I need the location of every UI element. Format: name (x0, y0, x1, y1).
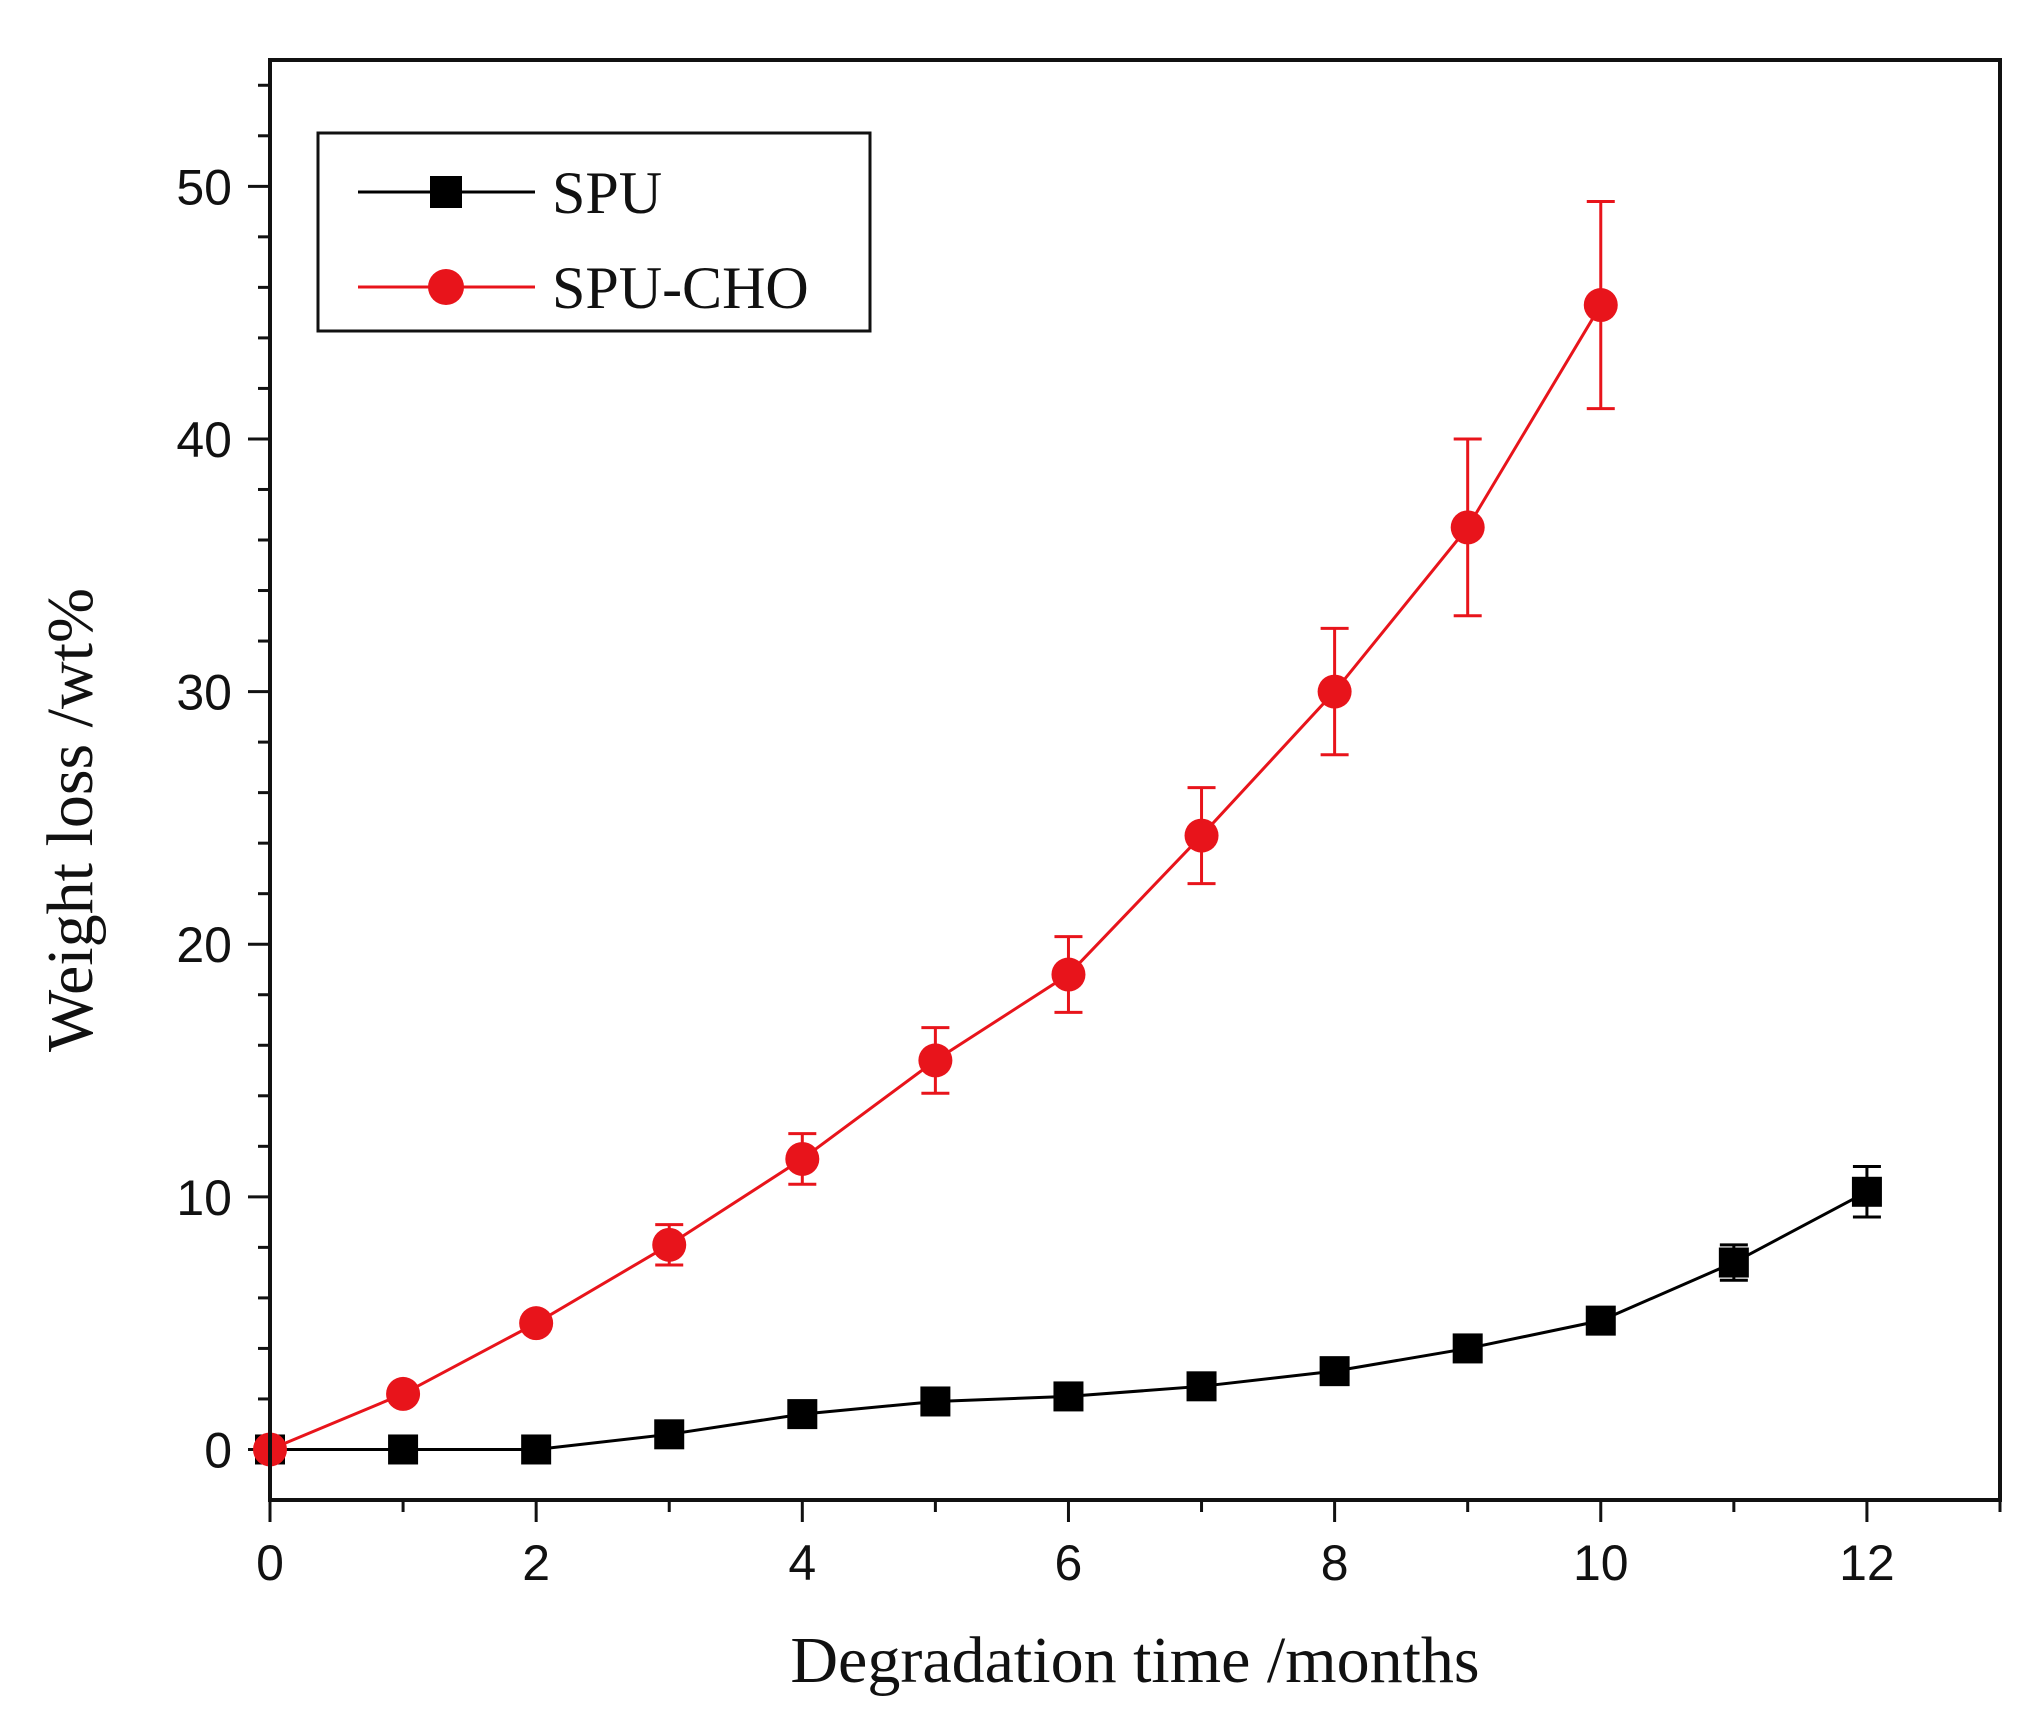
y-tick-label: 40 (176, 412, 232, 468)
y-tick-label: 50 (176, 159, 232, 215)
data-point-spu (654, 1419, 685, 1450)
data-point-spu (1585, 1305, 1616, 1336)
data-point-spu (521, 1434, 552, 1465)
x-tick-label: 8 (1321, 1535, 1349, 1591)
legend-box (316, 131, 872, 333)
legend-label-spu-cho: SPU-CHO (552, 255, 809, 321)
data-point-spu (1718, 1247, 1749, 1278)
data-point-spu (388, 1434, 419, 1465)
data-point-spu-cho (386, 1376, 421, 1411)
y-tick-label: 10 (176, 1170, 232, 1226)
data-point-spu (1186, 1371, 1217, 1402)
data-point-spu-cho (1184, 818, 1219, 853)
plot-area-frame (268, 58, 2002, 1502)
y-axis-title: Weight loss /wt% (34, 588, 107, 1052)
data-point-spu-cho (785, 1141, 820, 1176)
data-point-spu-cho (1450, 510, 1485, 545)
data-point-spu (1452, 1333, 1483, 1364)
data-point-spu-cho (1583, 288, 1618, 323)
axis-tick-labels: 0 2 4 6 8 10 12 0 10 20 30 40 50 (176, 159, 1894, 1591)
data-point-spu (920, 1386, 951, 1417)
x-tick-label: 0 (256, 1535, 284, 1591)
series-group (253, 199, 1882, 1467)
data-point-spu (1053, 1381, 1084, 1412)
legend-marker-spu (430, 176, 462, 208)
data-point-spu (787, 1399, 818, 1430)
data-point-spu-cho (918, 1043, 953, 1078)
y-tick-label: 30 (176, 665, 232, 721)
data-point-spu-cho (1317, 674, 1352, 709)
data-point-spu (1319, 1356, 1350, 1387)
x-tick-label: 6 (1055, 1535, 1083, 1591)
data-point-spu-cho (1051, 957, 1086, 992)
x-tick-label: 12 (1839, 1535, 1895, 1591)
legend-marker-spu-cho (428, 269, 464, 305)
x-tick-label: 4 (788, 1535, 816, 1591)
x-tick-label: 10 (1573, 1535, 1629, 1591)
legend-label-spu: SPU (552, 160, 662, 226)
y-tick-label: 0 (204, 1422, 232, 1478)
x-axis-title: Degradation time /months (790, 1624, 1479, 1697)
data-point-spu-cho (519, 1306, 554, 1341)
legend: SPU SPU-CHO (316, 131, 872, 333)
y-tick-label: 20 (176, 917, 232, 973)
x-tick-label: 2 (522, 1535, 550, 1591)
data-point-spu-cho (652, 1227, 687, 1262)
data-point-spu (1851, 1176, 1882, 1207)
